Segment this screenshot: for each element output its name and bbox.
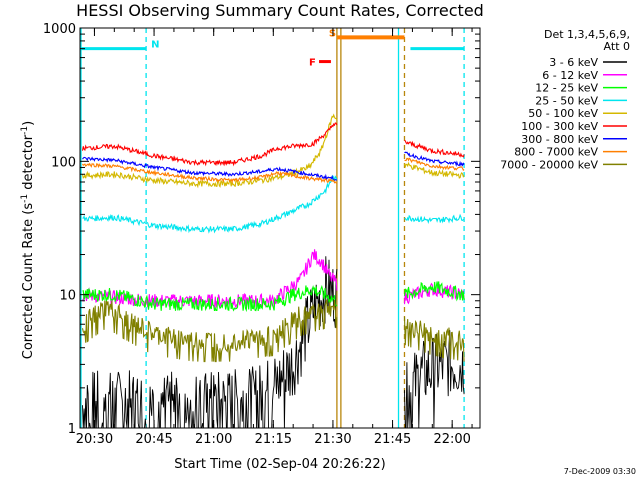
series-line-6to12keV-seg0 [82, 249, 338, 310]
y-tick-label-1: 10 [59, 289, 76, 304]
legend-header-line2: Att 0 [604, 40, 630, 53]
series-line-25to50keV-seg1 [404, 213, 465, 225]
series-line-7000to20000keV-seg1 [403, 316, 465, 362]
night-label: N [151, 40, 159, 51]
series-line-7000to20000keV-seg0 [81, 299, 338, 363]
x-tick-label-0: 20:30 [76, 432, 113, 447]
legend-label-4: 50 - 100 keV [528, 107, 598, 120]
chart-title: HESSI Observing Summary Count Rates, Cor… [76, 1, 484, 20]
y-tick-label-3: 1000 [43, 22, 76, 37]
series-line-12to25keV-seg1 [403, 281, 465, 302]
x-tick-label-5: 21:45 [374, 432, 411, 447]
timestamp: 7-Dec-2009 03:30 [564, 467, 636, 476]
x-tick-label-2: 21:00 [195, 432, 232, 447]
legend-label-1: 6 - 12 keV [542, 69, 598, 82]
y-axis-label: Corrected Count Rate (s-1 detector-1) [20, 121, 36, 359]
legend-label-8: 7000 - 20000 keV [500, 158, 598, 171]
x-tick-label-4: 21:30 [314, 432, 351, 447]
series-line-12to25keV-seg0 [82, 284, 338, 313]
x-axis-label: Start Time (02-Sep-04 20:26:22) [174, 457, 385, 472]
x-tick-label-6: 22:00 [433, 432, 470, 447]
series-line-800to7000keV-seg0 [82, 162, 338, 184]
series-line-300to800keV-seg0 [82, 156, 337, 181]
series-line-300to800keV-seg1 [404, 151, 465, 168]
legend-label-5: 100 - 300 keV [521, 120, 598, 133]
series-line-100to300keV-seg0 [81, 122, 338, 167]
legend-label-3: 25 - 50 keV [535, 94, 598, 107]
series-line-50to100keV-seg0 [81, 113, 338, 189]
series-line-800to7000keV-seg1 [404, 157, 465, 171]
y-tick-label-0: 1 [68, 422, 76, 437]
flare-label: F [309, 58, 316, 69]
legend-label-6: 300 - 800 keV [521, 133, 598, 146]
x-tick-label-3: 21:15 [255, 432, 292, 447]
x-tick-label-1: 20:45 [135, 432, 172, 447]
legend-label-7: 800 - 7000 keV [514, 146, 598, 159]
series-line-3to6keV-seg1 [404, 330, 465, 429]
series-line-25to50keV-seg0 [82, 174, 338, 234]
series-line-3to6keV-seg0 [82, 256, 338, 429]
series-line-100to300keV-seg1 [404, 139, 465, 158]
legend-label-2: 12 - 25 keV [535, 82, 598, 95]
series-line-50to100keV-seg1 [403, 161, 465, 179]
legend-header-line1: Det 1,3,4,5,6,9, [544, 28, 630, 41]
legend-label-0: 3 - 6 keV [549, 56, 598, 69]
y-tick-label-2: 100 [51, 155, 76, 170]
plot-frame [79, 27, 481, 429]
